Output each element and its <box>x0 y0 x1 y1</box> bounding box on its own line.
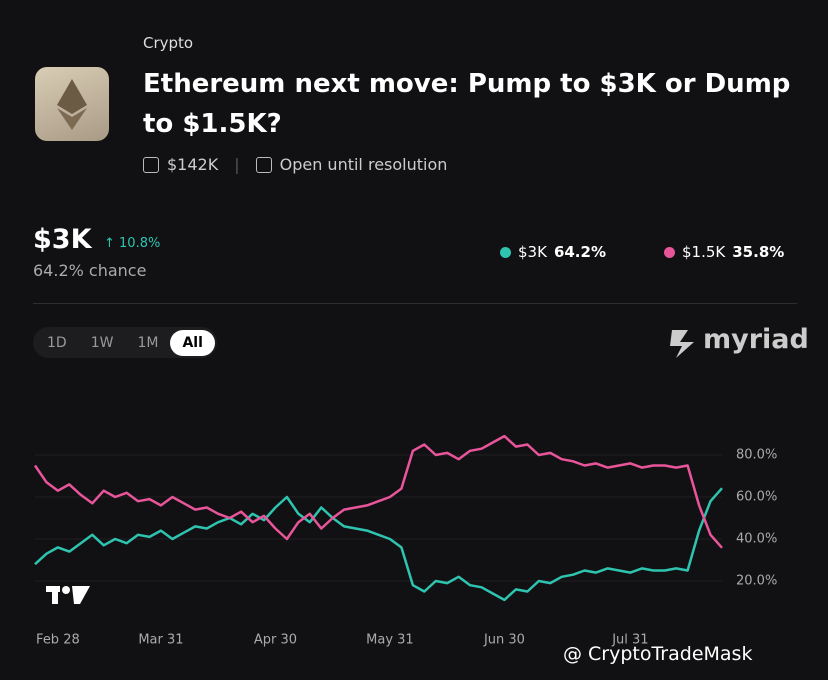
series-line <box>33 434 723 549</box>
y-tick-label: 40.0% <box>736 532 777 547</box>
tab[interactable]: 1M <box>137 334 159 351</box>
legend-item: $1.5K 35.8% <box>664 243 784 261</box>
outcome-name: $3K <box>33 224 92 255</box>
x-tick-label: Apr 30 <box>254 633 297 648</box>
volume-icon <box>143 156 159 173</box>
tab[interactable]: 1W <box>90 334 114 351</box>
volume: $142K <box>167 155 219 174</box>
divider: | <box>234 155 240 174</box>
legend-dot <box>664 246 675 258</box>
y-tick-label: 80.0% <box>736 448 777 463</box>
watermark: @ CryptoTradeMask <box>563 643 753 665</box>
series-line <box>34 487 723 602</box>
legend-value: 35.8% <box>732 243 785 261</box>
outcome-change: ↑ 10.8% <box>104 236 160 251</box>
tab[interactable]: 1D <box>47 334 67 351</box>
brand-logo <box>670 330 694 358</box>
legend-label: $1.5K <box>682 243 726 261</box>
eth-logo <box>57 79 87 130</box>
x-tick-label: Feb 28 <box>36 633 80 648</box>
legend-label: $3K <box>518 243 547 261</box>
change-value: 10.8% <box>119 236 161 251</box>
y-tick-label: 20.0% <box>736 574 777 589</box>
x-tick-label: May 31 <box>366 633 414 648</box>
market-title: Ethereum next move: Pump to $3K or Dump … <box>143 69 791 139</box>
status-icon <box>255 156 272 173</box>
up-arrow: ↑ <box>104 236 120 251</box>
x-tick-label: Mar 31 <box>138 633 183 648</box>
legend-item: $3K 64.2% <box>500 243 606 261</box>
y-tick-label: 60.0% <box>736 490 777 505</box>
outcome-chance: 64.2% chance <box>33 261 147 280</box>
category: Crypto <box>143 34 194 52</box>
separator <box>33 303 797 304</box>
x-tick-label: Jun 30 <box>483 633 525 648</box>
range-tabs: 1D 1W 1M All <box>33 327 217 358</box>
market-icon <box>35 67 109 141</box>
tv-logo <box>46 586 90 604</box>
legend-dot <box>500 246 511 258</box>
tab-active[interactable]: All <box>170 329 215 356</box>
status: Open until resolution <box>279 155 448 174</box>
brand: myriad <box>703 324 809 355</box>
legend-value: 64.2% <box>553 243 606 261</box>
meta-row: $142K | Open until resolution <box>143 155 447 174</box>
